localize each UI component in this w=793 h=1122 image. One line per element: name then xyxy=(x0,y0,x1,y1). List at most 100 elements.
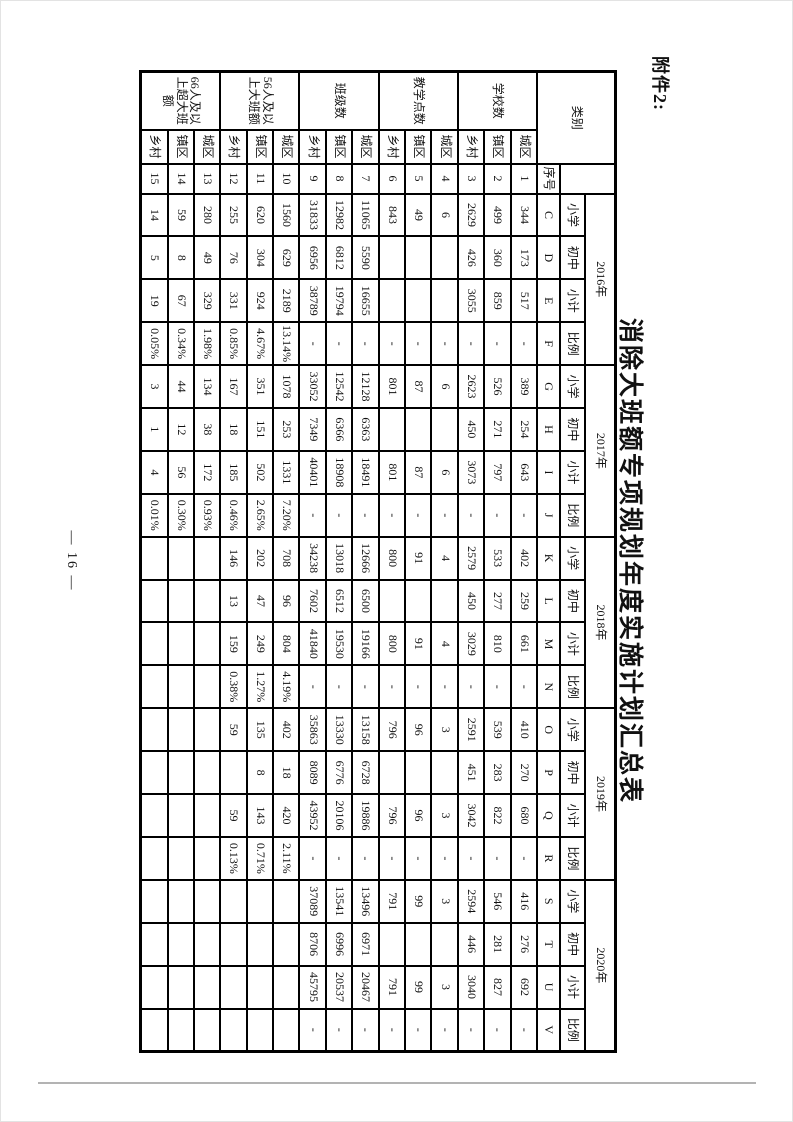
value-cell xyxy=(193,922,221,966)
value-cell: 254 xyxy=(510,407,537,451)
value-cell xyxy=(167,1008,194,1052)
value-cell: - xyxy=(405,665,432,709)
value-cell: 13541 xyxy=(325,879,353,923)
metric-header: 小计 xyxy=(560,794,585,837)
value-cell: 277 xyxy=(484,579,511,623)
column-letter: I xyxy=(537,450,560,494)
area-type-cell: 城区 xyxy=(510,129,537,164)
value-cell: 185 xyxy=(220,450,247,494)
value-cell: 202 xyxy=(246,536,274,580)
value-cell: 6956 xyxy=(299,236,326,280)
value-cell xyxy=(167,922,194,966)
value-cell: 19 xyxy=(140,279,168,323)
value-cell: 87 xyxy=(405,450,432,494)
value-cell xyxy=(378,407,406,451)
value-cell: 2.65% xyxy=(246,493,274,537)
value-cell: 800 xyxy=(378,622,406,666)
value-cell: 249 xyxy=(246,622,274,666)
value-cell: 3029 xyxy=(457,622,485,666)
value-cell: - xyxy=(484,322,511,366)
serial-cell: 14 xyxy=(167,163,194,194)
value-cell: 270 xyxy=(510,751,537,795)
value-cell xyxy=(140,1008,168,1052)
group-label-cell: 学校数 xyxy=(457,71,537,130)
value-cell: - xyxy=(484,836,511,880)
value-cell: 450 xyxy=(457,579,485,623)
value-cell xyxy=(167,751,194,795)
value-cell: 6512 xyxy=(325,579,353,623)
value-cell: 797 xyxy=(484,450,511,494)
value-cell xyxy=(246,879,274,923)
table-row: 乡村 9 31833 6956 38789-33052 7349 40401-34238 76… xyxy=(299,72,326,1052)
value-cell xyxy=(405,751,432,795)
value-cell: 8706 xyxy=(299,922,326,966)
value-cell: 56 xyxy=(167,450,194,494)
value-cell: 822 xyxy=(484,794,511,837)
value-cell: 3 xyxy=(431,879,458,923)
metric-header: 小学 xyxy=(560,536,585,580)
document-title: 消除大班额专项规划年度实施计划汇总表 xyxy=(616,317,643,804)
value-cell: - xyxy=(510,665,537,709)
value-cell: - xyxy=(510,836,537,880)
value-cell: - xyxy=(431,493,458,537)
value-cell: 1 xyxy=(140,407,168,451)
value-cell xyxy=(167,579,194,623)
area-type-cell: 镇区 xyxy=(167,129,194,164)
value-cell: 410 xyxy=(510,708,537,752)
value-cell xyxy=(246,1008,274,1052)
value-cell: 12982 xyxy=(325,193,353,237)
table-container: 类别 2016年 2017年 2018年 2019年 2020年 小学 初中 小计 比例 小学 初中小… xyxy=(139,70,617,1053)
value-cell xyxy=(431,236,458,280)
value-cell: 7.20% xyxy=(273,493,300,537)
column-letter: G xyxy=(537,365,560,408)
area-type-cell: 镇区 xyxy=(325,129,353,164)
value-cell: 0.93% xyxy=(193,493,221,537)
value-cell xyxy=(140,965,168,1009)
value-cell: - xyxy=(484,493,511,537)
value-cell: 451 xyxy=(457,751,485,795)
value-cell: 38 xyxy=(193,407,221,451)
value-cell: 59 xyxy=(167,193,194,237)
value-cell: 791 xyxy=(378,965,406,1009)
page-number: — 16 — xyxy=(64,530,79,592)
value-cell: - xyxy=(405,836,432,880)
value-cell: 546 xyxy=(484,879,511,923)
serial-cell: 8 xyxy=(325,163,353,194)
value-cell: 360 xyxy=(484,236,511,280)
metric-header: 比例 xyxy=(560,1008,585,1052)
value-cell: 402 xyxy=(510,536,537,580)
serial-cell: 10 xyxy=(273,163,300,194)
value-cell: 255 xyxy=(220,193,247,237)
value-cell: - xyxy=(457,493,485,537)
value-cell: 18908 xyxy=(325,450,353,494)
metric-header: 小计 xyxy=(560,622,585,666)
attachment-label: 附件2: xyxy=(650,56,670,111)
value-cell: 40401 xyxy=(299,450,326,494)
value-cell: 3073 xyxy=(457,450,485,494)
value-cell: 19166 xyxy=(352,622,379,666)
value-cell: - xyxy=(352,665,379,709)
value-cell: 0.34% xyxy=(167,322,194,366)
table-row: 乡村 15 14 5 19 0.05% 3 1 4 0.01% xyxy=(140,72,168,1052)
value-cell xyxy=(431,579,458,623)
value-cell: 281 xyxy=(484,922,511,966)
value-cell xyxy=(140,751,168,795)
value-cell: 13.14% xyxy=(273,322,300,366)
value-cell: 539 xyxy=(484,708,511,752)
serial-cell: 12 xyxy=(220,163,247,194)
metric-header: 初中 xyxy=(560,579,585,623)
serial-spacer-cell xyxy=(560,163,616,194)
value-cell: 517 xyxy=(510,279,537,323)
value-cell: 629 xyxy=(273,236,300,280)
value-cell: 6 xyxy=(431,365,458,408)
value-cell: 1078 xyxy=(273,365,300,408)
value-cell: 276 xyxy=(510,922,537,966)
value-cell: 6 xyxy=(431,193,458,237)
column-letter: U xyxy=(537,965,560,1009)
value-cell: 12128 xyxy=(352,365,379,408)
value-cell: 450 xyxy=(457,407,485,451)
value-cell: 6728 xyxy=(352,751,379,795)
value-cell: 0.05% xyxy=(140,322,168,366)
value-cell: - xyxy=(378,836,406,880)
value-cell: 801 xyxy=(378,450,406,494)
